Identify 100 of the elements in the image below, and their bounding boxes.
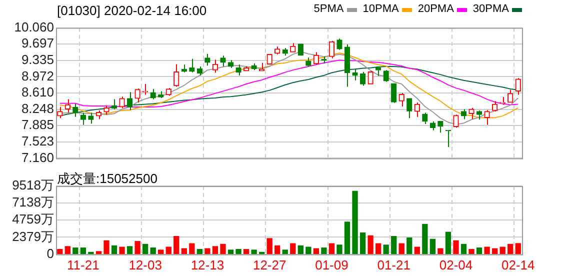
- bar: [204, 248, 210, 254]
- y-tick-label: 8.972: [21, 68, 54, 84]
- bar: [243, 248, 250, 254]
- y-tick-label: 9.697: [21, 36, 54, 51]
- bar: [328, 243, 335, 254]
- y-tick-label: 9518万: [12, 178, 54, 193]
- candlestick: [150, 88, 156, 100]
- chart-title: 成交量:15052500: [57, 170, 158, 188]
- candlestick: [96, 110, 102, 120]
- candlestick: [352, 68, 358, 81]
- bar: [321, 248, 327, 254]
- y-tick-label: 7138万: [12, 194, 54, 210]
- bar: [158, 250, 164, 254]
- x-tick-label: 12-13: [190, 258, 224, 273]
- candlestick: [383, 70, 389, 82]
- y-tick-label: 7.160: [21, 150, 54, 165]
- bar: [492, 248, 498, 254]
- y-tick-label: 7.523: [21, 133, 54, 148]
- bar: [344, 222, 350, 254]
- bar: [515, 243, 521, 254]
- bar: [228, 250, 234, 254]
- bar: [266, 238, 272, 254]
- bar: [119, 246, 125, 254]
- legend-label: 5PMA: [314, 3, 344, 15]
- bar: [104, 240, 110, 254]
- bar: [174, 236, 180, 254]
- bar: [251, 250, 257, 254]
- bar: [352, 190, 358, 254]
- legend-label: 30PMA: [472, 3, 509, 15]
- candlestick: [445, 130, 452, 148]
- bar: [274, 245, 280, 254]
- candlestick: [220, 55, 226, 67]
- x-tick-label: 01-09: [315, 258, 348, 273]
- candlestick: [438, 121, 444, 134]
- bar: [438, 248, 444, 254]
- candlestick: [375, 67, 382, 76]
- bar: [500, 246, 506, 254]
- y-tick-label: 4759万: [12, 212, 54, 227]
- y-tick-label: 8.610: [21, 84, 54, 100]
- bar: [414, 246, 420, 254]
- candlestick: [453, 114, 459, 128]
- bar: [460, 244, 467, 254]
- bar: [336, 244, 342, 254]
- bar: [398, 243, 404, 254]
- bar: [391, 236, 397, 254]
- candlestick: [274, 46, 280, 55]
- bar: [212, 246, 218, 254]
- candlestick: [290, 42, 296, 52]
- candlestick: [134, 88, 140, 103]
- candlestick: [476, 110, 482, 120]
- bar: [453, 240, 459, 254]
- candlestick: [158, 90, 164, 98]
- candlestick: [258, 62, 265, 72]
- bar: [290, 243, 296, 254]
- bar: [57, 248, 63, 254]
- candlestick: [484, 110, 490, 126]
- bar: [430, 238, 436, 254]
- bar: [96, 251, 102, 254]
- candlestick: [212, 59, 218, 74]
- bar: [508, 244, 514, 254]
- candlestick: [336, 38, 342, 50]
- candlestick: [391, 83, 397, 104]
- bar: [111, 245, 118, 254]
- candlestick: [119, 96, 125, 109]
- y-tick-label: 7.885: [21, 117, 54, 132]
- candlestick: [298, 44, 304, 56]
- bar: [383, 244, 389, 254]
- candlestick: [236, 64, 242, 76]
- bar: [236, 248, 242, 254]
- bar: [220, 244, 226, 254]
- bar: [126, 246, 133, 254]
- y-tick-label: 0: [46, 246, 54, 261]
- x-tick-label: 02-04: [439, 258, 473, 273]
- bar: [189, 243, 195, 254]
- bar: [196, 248, 203, 254]
- candlestick: [368, 70, 374, 84]
- candlestick: [344, 44, 350, 88]
- x-tick-label: 11-21: [67, 258, 100, 273]
- bar: [368, 235, 374, 254]
- candlestick: [243, 66, 250, 72]
- bar: [422, 224, 428, 254]
- bar: [64, 246, 70, 254]
- bar: [134, 241, 140, 254]
- candlestick: [64, 98, 70, 114]
- bar: [80, 248, 86, 254]
- bar: [298, 245, 304, 254]
- candlestick: [515, 78, 521, 96]
- candlestick: [460, 108, 467, 120]
- bar: [468, 248, 474, 254]
- candlestick: [306, 56, 312, 67]
- candlestick: [508, 89, 514, 103]
- x-tick-label: 12-03: [128, 258, 162, 273]
- candlestick: [266, 54, 272, 65]
- bar: [360, 232, 366, 254]
- bar: [406, 237, 412, 254]
- bar: [166, 246, 172, 254]
- bar: [282, 250, 288, 254]
- bar: [181, 248, 187, 254]
- candlestick: [406, 98, 412, 119]
- legend-label: 10PMA: [362, 3, 399, 15]
